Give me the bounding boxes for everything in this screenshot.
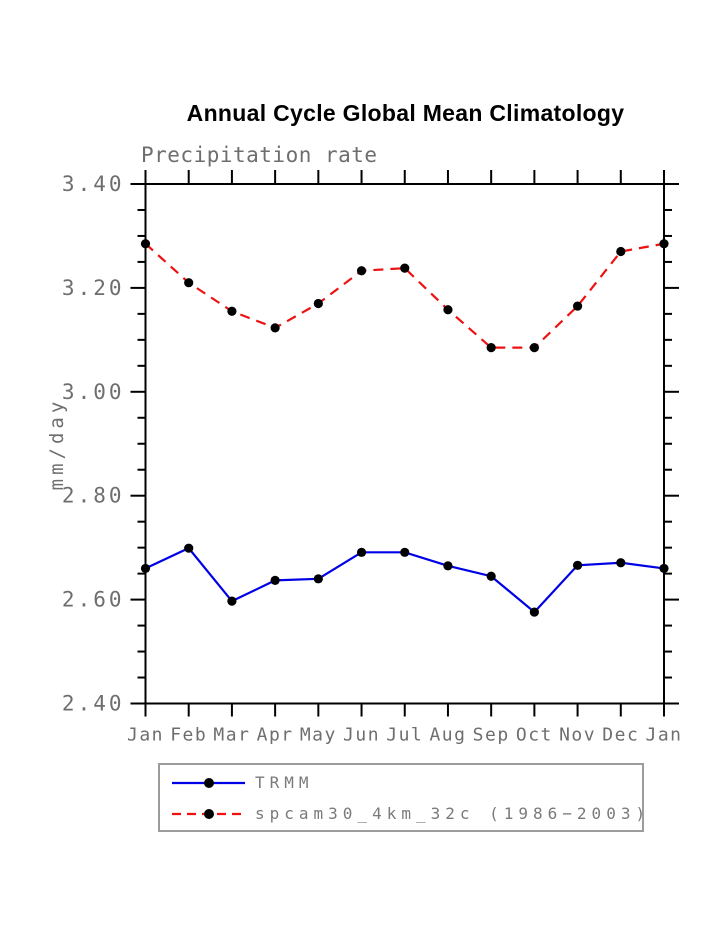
legend-label-spcam: spcam30_4km_32c (1986−2003)	[255, 804, 651, 823]
data-point-marker	[227, 596, 237, 606]
data-point-marker	[140, 563, 151, 574]
data-point-marker	[616, 246, 626, 257]
legend-item-spcam: spcam30_4km_32c (1986−2003)	[160, 798, 645, 829]
data-point-marker	[313, 298, 323, 309]
series-line-0	[145, 546, 665, 614]
data-point-marker	[400, 547, 410, 557]
legend-label-trmm: TRMM	[255, 773, 314, 792]
chart-title: Annual Cycle Global Mean Climatology	[186, 100, 625, 126]
x-tick-label: Mar	[213, 725, 250, 746]
x-tick-label: Feb	[170, 725, 207, 746]
data-point-marker	[659, 563, 669, 574]
data-point-marker	[572, 301, 583, 311]
data-point-marker	[400, 263, 410, 273]
data-point-marker	[659, 239, 669, 249]
data-point-marker	[270, 575, 280, 585]
x-tick-label: Oct	[516, 725, 553, 746]
x-tick-label: May	[300, 725, 337, 746]
trmm-sample-marker-icon	[204, 777, 214, 788]
data-point-marker	[529, 607, 539, 617]
y-tick-label: 2.40	[62, 692, 125, 716]
data-point-marker	[486, 343, 496, 353]
plot-frame	[144, 183, 665, 705]
data-point-marker	[184, 543, 194, 553]
legend-item-trmm: TRMM	[160, 767, 642, 798]
data-point-marker	[356, 547, 367, 557]
series-line-1	[144, 242, 665, 349]
x-tick-label: Jul	[386, 725, 423, 746]
data-point-marker	[270, 323, 280, 333]
data-point-marker	[184, 278, 194, 288]
y-tick-label: 3.20	[62, 276, 125, 300]
trmm-line-sample	[172, 777, 245, 788]
data-point-marker	[356, 266, 367, 276]
spcam-sample-marker-icon	[204, 808, 214, 819]
data-point-marker	[572, 560, 583, 570]
data-point-marker	[227, 306, 237, 316]
data-point-marker	[443, 305, 453, 315]
y-tick-label: 3.00	[62, 380, 125, 404]
x-tick-label: Jun	[343, 725, 380, 746]
x-tick-label: Sep	[473, 725, 510, 746]
x-tick-label: Jan	[127, 725, 164, 746]
data-point-marker	[616, 558, 626, 568]
legend: TRMM spcam30_4km_32c (1986−2003)	[158, 763, 645, 832]
x-tick-label: Apr	[257, 725, 294, 746]
x-tick-label: Aug	[429, 725, 466, 746]
data-point-marker	[486, 571, 496, 581]
spcam-line-sample	[172, 808, 245, 819]
y-tick-label: 2.60	[62, 588, 125, 612]
data-point-marker	[313, 574, 323, 584]
data-point-marker	[529, 343, 539, 353]
x-tick-label: Jan	[645, 725, 682, 746]
data-point-marker	[140, 239, 151, 249]
x-tick-label: Nov	[559, 725, 596, 746]
y-tick-label: 3.40	[62, 172, 125, 196]
y-tick-label: 2.80	[62, 484, 125, 508]
x-tick-label: Dec	[602, 725, 639, 746]
chart-subtitle: Precipitation rate	[141, 143, 378, 167]
data-point-marker	[443, 561, 453, 571]
